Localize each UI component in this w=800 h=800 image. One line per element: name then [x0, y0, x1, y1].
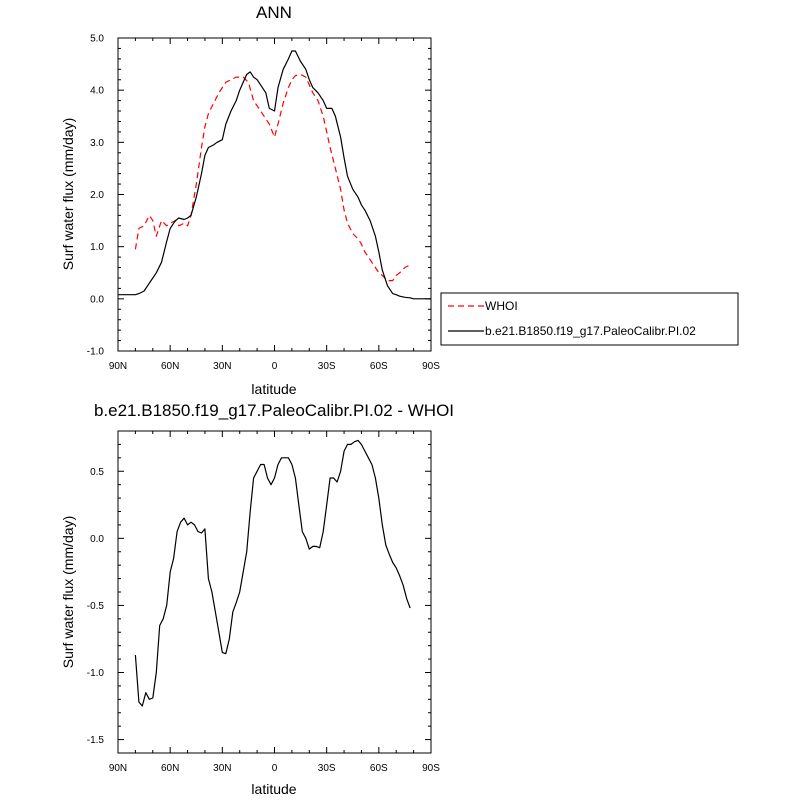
top-ytick-label: 3.0 [90, 138, 104, 149]
bottom-chart-title: b.e21.B1850.f19_g17.PaleoCalibr.PI.02 - … [94, 401, 454, 420]
bottom-ytick-label: -1.0 [87, 668, 105, 679]
bottom-xtick-label: 90S [422, 763, 440, 774]
top-ytick-label: 0.0 [90, 294, 104, 305]
legend: WHOI b.e21.B1850.f19_g17.PaleoCalibr.PI.… [440, 292, 739, 346]
top-chart-title: ANN [256, 3, 292, 22]
legend-label-whoi: WHOI [485, 299, 518, 313]
top-xtick-label: 30N [213, 361, 231, 372]
legend-label-model: b.e21.B1850.f19_g17.PaleoCalibr.PI.02 [485, 324, 696, 338]
legend-box [440, 292, 739, 346]
top-ytick-label: 2.0 [90, 190, 104, 201]
bottom-ytick-label: 0.0 [90, 534, 104, 545]
top-xtick-label: 90N [109, 361, 127, 372]
top-series-line-1 [118, 50, 431, 300]
top-xtick-label: 60N [161, 361, 179, 372]
bottom-chart-ylabel: Surf water flux (mm/day) [60, 516, 76, 668]
top-chart-panel: ANN 90N 60N 30N 0 30S 60S 90S -1.0 0.0 1.0 2.0 3.0 4… [60, 3, 440, 397]
top-ytick-label: 1.0 [90, 242, 104, 253]
top-ytick-label: -1.0 [87, 347, 105, 358]
bottom-xtick-label: 90N [109, 763, 127, 774]
bottom-xtick-label: 60N [161, 763, 179, 774]
top-chart-ticks: 90N 60N 30N 0 30S 60S 90S -1.0 0.0 1.0 2.0 3.0 4.0 5.… [87, 34, 440, 373]
top-ytick-label: 4.0 [90, 86, 104, 97]
top-xtick-label: 60S [370, 361, 388, 372]
top-xtick-label: 0 [272, 361, 278, 372]
bottom-chart-lines [134, 439, 411, 707]
bottom-xtick-label: 30S [318, 763, 336, 774]
top-chart-ylabel: Surf water flux (mm/day) [60, 118, 76, 270]
bottom-xtick-label: 30N [213, 763, 231, 774]
top-chart-xlabel: latitude [251, 381, 296, 397]
bottom-ytick-label: -0.5 [87, 601, 105, 612]
top-ytick-label: 5.0 [90, 34, 104, 45]
top-series-line-0 [134, 73, 411, 282]
bottom-chart-panel: b.e21.B1850.f19_g17.PaleoCalibr.PI.02 - … [60, 401, 454, 797]
bottom-chart-frame [117, 430, 432, 754]
bottom-ytick-label: -1.5 [87, 735, 105, 746]
bottom-xtick-label: 0 [272, 763, 278, 774]
bottom-series-line-0 [134, 439, 411, 707]
top-xtick-label: 30S [318, 361, 336, 372]
bottom-chart-xlabel: latitude [251, 781, 296, 797]
bottom-chart-ticks: 90N 60N 30N 0 30S 60S 90S -1.5 -1.0 -0.5 0.0 0.5 [87, 430, 440, 774]
bottom-xtick-label: 60S [370, 763, 388, 774]
top-chart-frame [117, 37, 432, 352]
top-xtick-label: 90S [422, 361, 440, 372]
bottom-ytick-label: 0.5 [90, 467, 104, 478]
top-chart-lines [118, 50, 431, 300]
